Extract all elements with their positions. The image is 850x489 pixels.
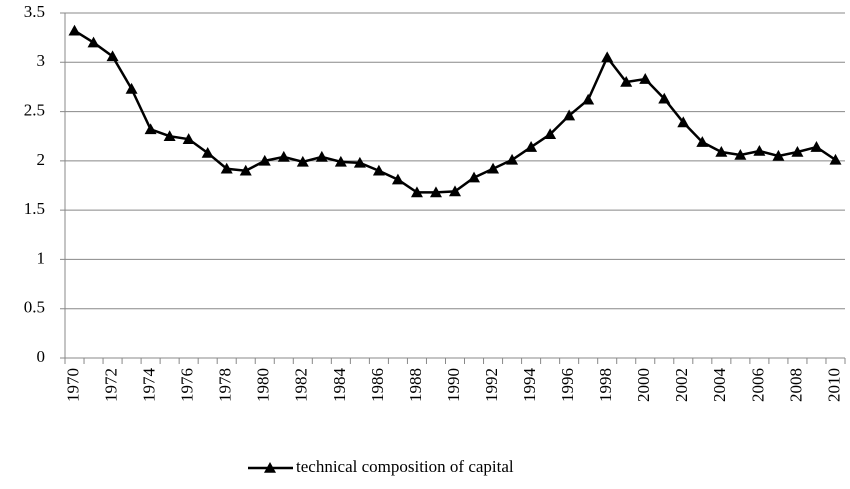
marker — [791, 145, 804, 157]
marker — [258, 154, 271, 166]
marker — [449, 185, 461, 197]
marker — [106, 50, 119, 62]
x-tick-label: 2002 — [672, 368, 691, 402]
x-tick-label: 1998 — [596, 368, 615, 402]
marker — [829, 153, 842, 165]
marker — [372, 164, 385, 176]
marker — [525, 141, 538, 152]
marker — [810, 141, 823, 152]
y-tick-label: 2 — [37, 150, 46, 169]
marker — [772, 149, 785, 161]
x-tick-label: 1994 — [520, 368, 539, 403]
marker — [182, 133, 195, 144]
x-tick-label: 2004 — [710, 368, 729, 403]
x-tick-label: 1972 — [101, 368, 120, 402]
marker — [144, 123, 157, 135]
marker — [696, 136, 709, 147]
marker — [658, 92, 671, 104]
marker — [620, 76, 633, 87]
y-tick-label: 1 — [37, 248, 46, 267]
y-tick-label: 2.5 — [24, 100, 45, 119]
marker — [68, 24, 81, 36]
marker — [410, 186, 423, 198]
x-tick-label: 2010 — [824, 368, 843, 402]
y-tick-label: 3 — [37, 51, 46, 70]
marker — [563, 109, 576, 121]
marker — [220, 162, 233, 174]
marker — [296, 155, 309, 167]
marker — [334, 155, 347, 167]
marker — [677, 116, 690, 128]
x-tick-label: 2006 — [748, 368, 767, 402]
marker — [734, 148, 747, 160]
x-tick-label: 1974 — [140, 368, 159, 403]
x-tick-label: 1988 — [406, 368, 425, 402]
marker — [87, 36, 100, 48]
marker — [353, 156, 366, 168]
marker — [468, 171, 481, 183]
marker — [315, 150, 328, 162]
marker — [125, 82, 138, 94]
x-tick-label: 1986 — [368, 368, 387, 402]
y-tick-label: 1.5 — [24, 199, 45, 218]
x-tick-label: 1978 — [216, 368, 235, 402]
x-tick-label: 1980 — [254, 368, 273, 402]
x-tick-label: 2000 — [634, 368, 653, 402]
legend-label: technical composition of capital — [296, 457, 514, 476]
marker — [544, 128, 557, 140]
marker — [715, 145, 728, 157]
marker — [201, 146, 214, 158]
y-tick-label: 3.5 — [24, 2, 45, 21]
x-tick-label: 1984 — [330, 368, 349, 403]
x-tick-label: 1996 — [558, 368, 577, 402]
marker — [582, 93, 595, 105]
marker — [506, 153, 519, 165]
marker — [487, 162, 500, 174]
x-tick-label: 1970 — [63, 368, 82, 402]
y-tick-label: 0.5 — [24, 298, 45, 317]
marker — [601, 51, 614, 63]
marker — [753, 145, 766, 156]
marker — [277, 150, 290, 162]
x-tick-label: 1976 — [178, 368, 197, 402]
x-tick-label: 1992 — [482, 368, 501, 402]
x-tick-label: 1990 — [444, 368, 463, 402]
marker — [163, 130, 176, 142]
marker — [639, 73, 652, 84]
x-tick-label: 1982 — [292, 368, 311, 402]
x-tick-label: 2008 — [786, 368, 805, 402]
y-tick-label: 0 — [37, 347, 46, 366]
marker — [391, 173, 404, 185]
marker — [239, 164, 252, 176]
marker — [429, 186, 442, 198]
legend-marker — [264, 462, 276, 473]
